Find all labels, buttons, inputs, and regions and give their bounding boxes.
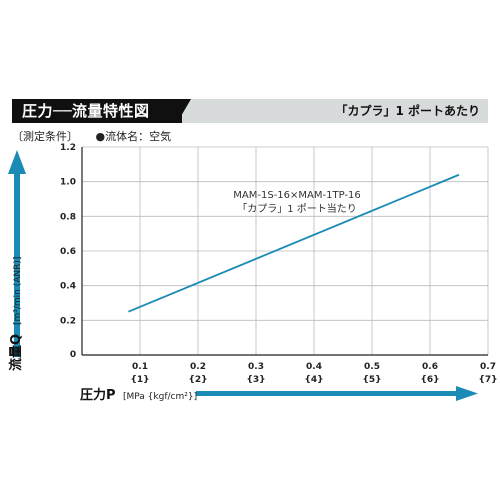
series-layer bbox=[128, 173, 460, 313]
x-tick-label: 0.6 bbox=[422, 362, 438, 372]
y-axis-title-unit: [m³/min (ANR)] bbox=[13, 257, 23, 325]
x-tick-label: 0.1 bbox=[132, 362, 148, 372]
y-tick-label: 1.0 bbox=[60, 178, 76, 188]
tick-labels: 0 0.1 {1} 0.2 {2} 0.3 {3} 0.4 {4} 0.5 {5} 0.6 {6} 0.7… bbox=[60, 143, 497, 385]
y-tick-label: 1.2 bbox=[60, 143, 76, 153]
x-tick-label-secondary: {7} bbox=[478, 375, 497, 385]
annotation-note: 「カプラ」1 ポート当たり bbox=[237, 202, 357, 215]
x-tick-label: 0 bbox=[70, 350, 76, 360]
annotation-model: MAM-1S-16×MAM-1TP-16 bbox=[233, 190, 360, 201]
header-title-block bbox=[12, 99, 182, 123]
chart-title: 圧力──流量特性図 bbox=[22, 102, 150, 120]
x-tick-label: 0.3 bbox=[248, 362, 264, 372]
y-axis-arrow-head bbox=[8, 150, 26, 174]
x-axis-arrow-head bbox=[456, 386, 478, 401]
x-tick-label-secondary: {1} bbox=[130, 375, 149, 385]
x-axis-title-unit: [MPa {kgf/cm²}] bbox=[123, 392, 197, 402]
y-tick-label: 0.2 bbox=[60, 316, 76, 326]
y-tick-label: 0.6 bbox=[60, 247, 76, 257]
y-tick-label: 0.8 bbox=[60, 212, 76, 222]
x-tick-label-secondary: {3} bbox=[246, 375, 265, 385]
axes bbox=[8, 147, 488, 401]
header-scope-label: 「カプラ」1 ポートあたり bbox=[335, 104, 480, 118]
y-axis-arrow-shaft bbox=[14, 172, 20, 357]
x-axis-title-main: 圧力P bbox=[80, 387, 116, 403]
header-slant-decoration bbox=[177, 99, 191, 123]
y-axis-title-main: 流量Q bbox=[8, 334, 24, 371]
x-tick-label: 0.7 bbox=[480, 362, 496, 372]
x-tick-label-secondary: {6} bbox=[420, 375, 439, 385]
x-tick-label-secondary: {2} bbox=[188, 375, 207, 385]
y-tick-label: 0.4 bbox=[60, 282, 76, 292]
grid bbox=[82, 146, 489, 355]
x-axis-arrow-shaft bbox=[196, 391, 458, 396]
header-bar: 圧力──流量特性図 「カプラ」1 ポートあたり bbox=[12, 99, 488, 123]
series-line bbox=[128, 173, 460, 313]
y-axis-title: 流量Q [m³/min (ANR)] bbox=[8, 257, 24, 371]
measurement-conditions: 〔測定条件〕 ●流体名：空気 bbox=[12, 128, 171, 144]
conditions-label: 〔測定条件〕 bbox=[12, 130, 78, 143]
x-tick-label-secondary: {4} bbox=[304, 375, 323, 385]
x-tick-label: 0.5 bbox=[364, 362, 380, 372]
x-tick-label: 0.2 bbox=[190, 362, 206, 372]
fluid-label: ●流体名：空気 bbox=[95, 130, 172, 143]
x-tick-label-secondary: {5} bbox=[362, 375, 381, 385]
x-axis-title: 圧力P [MPa {kgf/cm²}] bbox=[80, 387, 197, 403]
x-tick-label: 0.4 bbox=[306, 362, 322, 372]
